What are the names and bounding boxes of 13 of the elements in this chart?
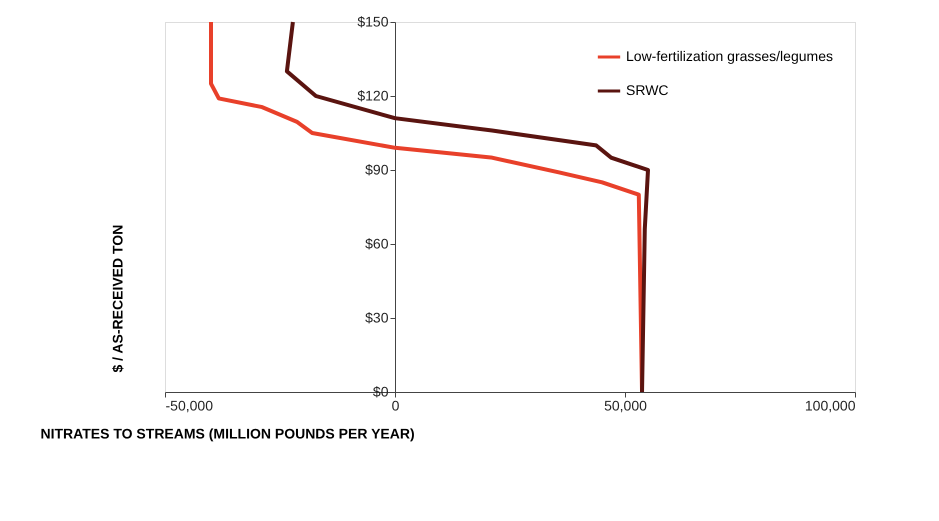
y-axis-title: $ / AS-RECEIVED TON [110,224,126,372]
x-tick-label: 0 [392,398,400,414]
y-tick-label: $90 [365,162,389,178]
legend-label: SRWC [626,82,669,98]
x-tick-label: 100,000 [804,398,856,414]
legend-label: Low-fertilization grasses/legumes [626,48,833,64]
y-tick-label: $120 [357,88,389,104]
x-tick-label: 50,000 [604,398,648,414]
y-tick-label: $60 [365,236,389,252]
y-tick-label: $30 [365,310,389,326]
x-tick-label: -50,000 [166,398,214,414]
y-tick-label: $150 [357,14,389,30]
x-axis-title: NITRATES TO STREAMS (MILLION POUNDS PER YEAR) [40,426,415,442]
